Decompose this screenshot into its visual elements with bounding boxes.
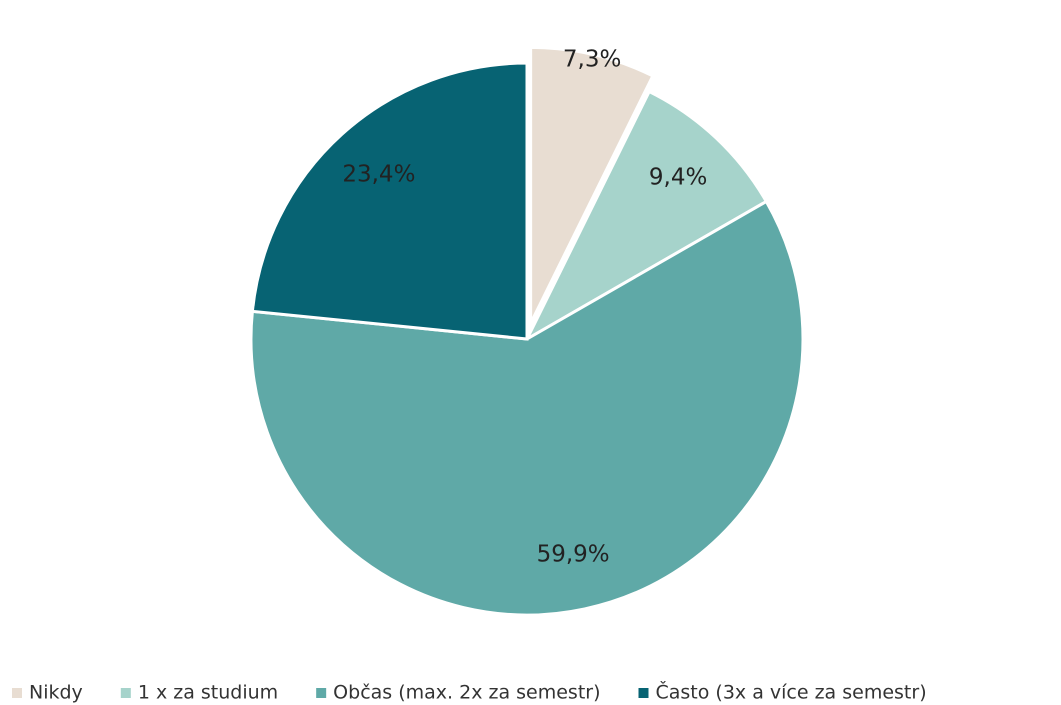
legend-marker [638,688,649,698]
pie-slice [250,61,529,341]
data-label: 59,9% [537,541,610,567]
pie-slice [249,199,805,617]
legend-marker [12,688,22,698]
data-label: 23,4% [342,162,415,188]
data-label: 7,3% [563,47,621,73]
data-label: 9,4% [649,165,707,191]
pie-slice [523,89,769,343]
legend-label: Často (3x a více za semestr) [656,680,927,704]
legend-label: 1 x za studium [138,682,278,704]
legend-label: Nikdy [29,682,83,704]
legend-marker [316,688,327,698]
legend-marker [120,688,131,698]
pie-slice [529,45,655,325]
legend-label: Občas (max. 2x za semestr) [333,682,600,704]
